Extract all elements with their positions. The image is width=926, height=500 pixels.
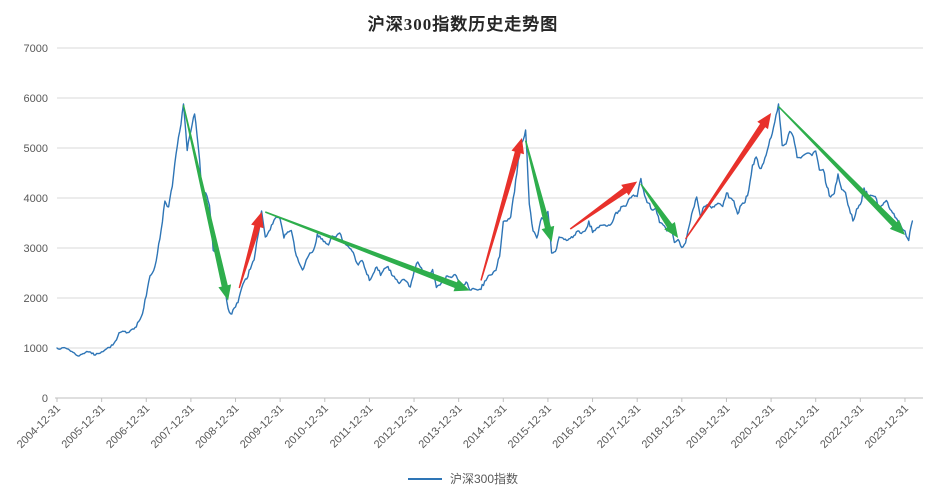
fall-trend-arrow	[778, 106, 905, 235]
y-axis-tick-label: 4000	[24, 193, 48, 205]
x-axis-tick-label: 2007-12-31	[149, 403, 197, 451]
x-axis-tick-label: 2019-12-31	[684, 403, 732, 451]
y-axis-tick-label: 7000	[24, 43, 48, 55]
y-axis-tick-label: 2000	[24, 293, 48, 305]
rise-trend-arrow	[569, 181, 638, 230]
x-axis-tick-label: 2020-12-31	[729, 403, 777, 451]
chart-title: 沪深300指数历史走势图	[367, 15, 559, 34]
fall-trend-arrow	[524, 140, 555, 242]
x-axis-tick-label: 2011-12-31	[328, 403, 376, 451]
x-axis-tick-label: 2023-12-31	[863, 403, 911, 451]
x-axis-tick-label: 2004-12-31	[15, 403, 63, 451]
x-axis-tick-label: 2010-12-31	[283, 403, 331, 451]
x-axis-tick-label: 2012-12-31	[372, 403, 420, 451]
x-axis-tick-label: 2013-12-31	[417, 403, 465, 451]
rise-trend-arrow	[238, 212, 264, 289]
x-axis-tick-label: 2008-12-31	[193, 403, 241, 451]
price-line	[56, 103, 914, 357]
x-axis-tick-label: 2021-12-31	[774, 403, 822, 451]
y-axis-tick-label: 0	[42, 393, 48, 405]
y-axis-tick-label: 1000	[24, 343, 48, 355]
legend-line-swatch	[407, 477, 442, 480]
legend-series-label: 沪深300指数	[449, 472, 519, 486]
x-axis-tick-label: 2006-12-31	[104, 403, 152, 451]
fall-trend-arrow	[640, 183, 679, 238]
x-axis-tick-label: 2017-12-31	[595, 403, 643, 451]
x-axis-tick-label: 2005-12-31	[59, 403, 107, 451]
x-axis-tick-label: 2022-12-31	[818, 403, 866, 451]
y-axis-tick-label: 6000	[24, 93, 48, 105]
rise-trend-arrow	[480, 138, 524, 281]
x-axis-tick-label: 2016-12-31	[550, 403, 598, 451]
x-axis-tick-label: 2009-12-31	[238, 403, 286, 451]
fall-trend-arrow	[265, 211, 470, 292]
x-axis-tick-label: 2015-12-31	[506, 403, 554, 451]
rise-trend-arrow	[685, 113, 772, 240]
x-axis-tick-label: 2014-12-31	[461, 403, 509, 451]
legend: 沪深300指数	[0, 470, 926, 487]
y-axis-tick-label: 5000	[24, 143, 48, 155]
y-axis-tick-label: 3000	[24, 243, 48, 255]
x-axis-tick-label: 2018-12-31	[640, 403, 688, 451]
fall-trend-arrow	[182, 104, 232, 301]
